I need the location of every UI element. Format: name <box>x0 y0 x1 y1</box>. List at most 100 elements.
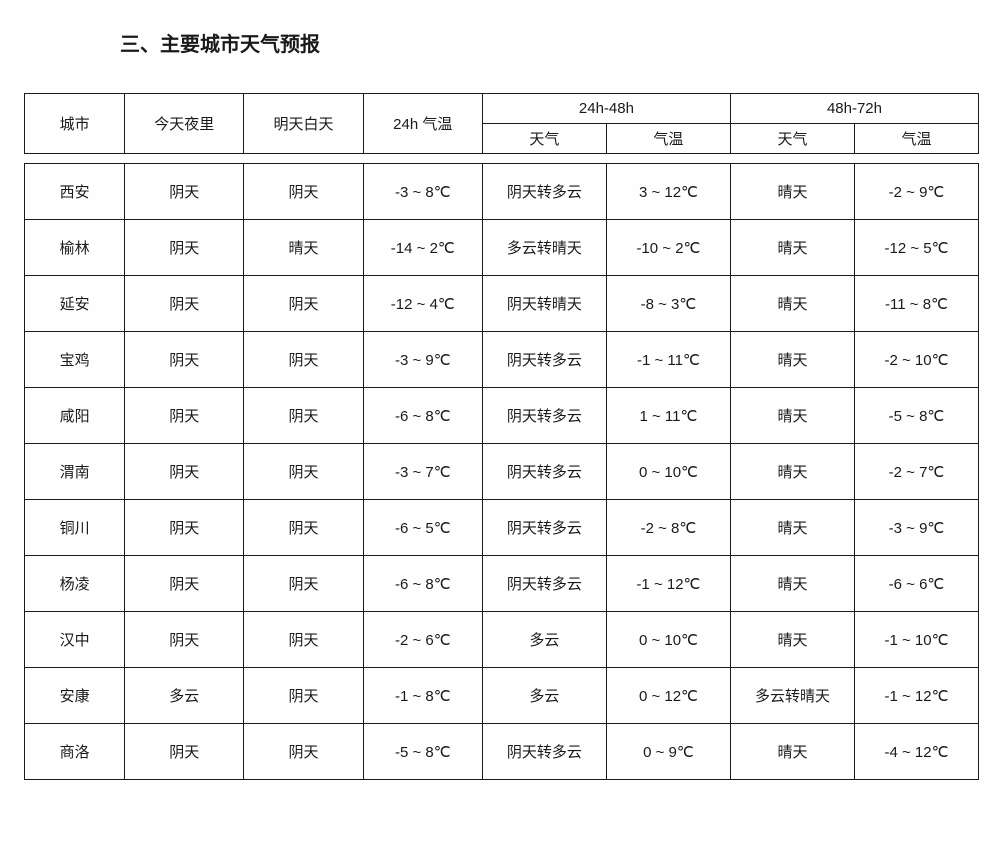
cell-weather-72h: 晴天 <box>730 724 854 780</box>
cell-city: 渭南 <box>25 444 125 500</box>
cell-temp24h: -3 ~ 9℃ <box>363 332 482 388</box>
header-weather-48h: 天气 <box>482 124 606 154</box>
cell-temp-48h: -2 ~ 8℃ <box>606 500 730 556</box>
cell-temp-72h: -1 ~ 12℃ <box>854 668 978 724</box>
cell-tomorrow: 阴天 <box>244 164 363 220</box>
cell-tonight: 阴天 <box>125 556 244 612</box>
header-tonight: 今天夜里 <box>125 94 244 154</box>
cell-temp24h: -12 ~ 4℃ <box>363 276 482 332</box>
cell-temp-48h: 0 ~ 9℃ <box>606 724 730 780</box>
cell-tomorrow: 阴天 <box>244 276 363 332</box>
cell-tomorrow: 阴天 <box>244 724 363 780</box>
header-weather-72h: 天气 <box>730 124 854 154</box>
cell-weather-48h: 阴天转晴天 <box>482 276 606 332</box>
table-row: 商洛阴天阴天-5 ~ 8℃阴天转多云0 ~ 9℃晴天-4 ~ 12℃ <box>25 724 979 780</box>
cell-tomorrow: 晴天 <box>244 220 363 276</box>
cell-city: 榆林 <box>25 220 125 276</box>
cell-temp-72h: -2 ~ 10℃ <box>854 332 978 388</box>
cell-city: 汉中 <box>25 612 125 668</box>
cell-tonight: 阴天 <box>125 332 244 388</box>
cell-temp-72h: -4 ~ 12℃ <box>854 724 978 780</box>
cell-temp24h: -14 ~ 2℃ <box>363 220 482 276</box>
header-body-gap <box>25 154 979 164</box>
cell-weather-72h: 晴天 <box>730 332 854 388</box>
cell-tonight: 阴天 <box>125 444 244 500</box>
table-row: 延安阴天阴天-12 ~ 4℃阴天转晴天-8 ~ 3℃晴天-11 ~ 8℃ <box>25 276 979 332</box>
cell-weather-72h: 晴天 <box>730 500 854 556</box>
cell-city: 商洛 <box>25 724 125 780</box>
cell-temp-72h: -6 ~ 6℃ <box>854 556 978 612</box>
cell-weather-48h: 多云转晴天 <box>482 220 606 276</box>
cell-weather-72h: 晴天 <box>730 220 854 276</box>
cell-tomorrow: 阴天 <box>244 388 363 444</box>
cell-city: 延安 <box>25 276 125 332</box>
table-row: 咸阳阴天阴天-6 ~ 8℃阴天转多云1 ~ 11℃晴天-5 ~ 8℃ <box>25 388 979 444</box>
header-group-48h: 24h-48h <box>482 94 730 124</box>
cell-temp24h: -6 ~ 8℃ <box>363 556 482 612</box>
table-row: 宝鸡阴天阴天-3 ~ 9℃阴天转多云-1 ~ 11℃晴天-2 ~ 10℃ <box>25 332 979 388</box>
cell-weather-48h: 阴天转多云 <box>482 164 606 220</box>
cell-temp-48h: 1 ~ 11℃ <box>606 388 730 444</box>
table-row: 西安阴天阴天-3 ~ 8℃阴天转多云3 ~ 12℃晴天-2 ~ 9℃ <box>25 164 979 220</box>
cell-temp24h: -6 ~ 5℃ <box>363 500 482 556</box>
cell-weather-48h: 阴天转多云 <box>482 556 606 612</box>
cell-tonight: 阴天 <box>125 164 244 220</box>
cell-temp-48h: 0 ~ 12℃ <box>606 668 730 724</box>
cell-tonight: 阴天 <box>125 612 244 668</box>
table-header: 城市 今天夜里 明天白天 24h 气温 24h-48h 48h-72h 天气 气… <box>25 94 979 154</box>
header-temp-48h: 气温 <box>606 124 730 154</box>
cell-weather-48h: 阴天转多云 <box>482 500 606 556</box>
cell-weather-48h: 阴天转多云 <box>482 388 606 444</box>
cell-weather-72h: 晴天 <box>730 388 854 444</box>
cell-weather-48h: 多云 <box>482 612 606 668</box>
table-row: 杨凌阴天阴天-6 ~ 8℃阴天转多云-1 ~ 12℃晴天-6 ~ 6℃ <box>25 556 979 612</box>
header-city: 城市 <box>25 94 125 154</box>
cell-weather-48h: 阴天转多云 <box>482 332 606 388</box>
cell-weather-48h: 阴天转多云 <box>482 724 606 780</box>
cell-temp-72h: -5 ~ 8℃ <box>854 388 978 444</box>
cell-temp-48h: 0 ~ 10℃ <box>606 612 730 668</box>
cell-weather-72h: 晴天 <box>730 444 854 500</box>
cell-temp24h: -3 ~ 7℃ <box>363 444 482 500</box>
cell-tomorrow: 阴天 <box>244 556 363 612</box>
cell-city: 杨凌 <box>25 556 125 612</box>
cell-city: 咸阳 <box>25 388 125 444</box>
cell-temp-72h: -11 ~ 8℃ <box>854 276 978 332</box>
cell-city: 铜川 <box>25 500 125 556</box>
cell-tonight: 阴天 <box>125 724 244 780</box>
cell-weather-72h: 多云转晴天 <box>730 668 854 724</box>
cell-tomorrow: 阴天 <box>244 332 363 388</box>
header-tomorrow: 明天白天 <box>244 94 363 154</box>
cell-tonight: 阴天 <box>125 220 244 276</box>
cell-weather-72h: 晴天 <box>730 164 854 220</box>
cell-temp24h: -3 ~ 8℃ <box>363 164 482 220</box>
table-row: 榆林阴天晴天-14 ~ 2℃多云转晴天-10 ~ 2℃晴天-12 ~ 5℃ <box>25 220 979 276</box>
cell-weather-72h: 晴天 <box>730 556 854 612</box>
cell-tomorrow: 阴天 <box>244 444 363 500</box>
cell-tomorrow: 阴天 <box>244 612 363 668</box>
cell-temp24h: -2 ~ 6℃ <box>363 612 482 668</box>
table-row: 汉中阴天阴天-2 ~ 6℃多云0 ~ 10℃晴天-1 ~ 10℃ <box>25 612 979 668</box>
cell-temp-72h: -3 ~ 9℃ <box>854 500 978 556</box>
table-body: 西安阴天阴天-3 ~ 8℃阴天转多云3 ~ 12℃晴天-2 ~ 9℃榆林阴天晴天… <box>25 154 979 780</box>
cell-temp24h: -6 ~ 8℃ <box>363 388 482 444</box>
cell-temp24h: -1 ~ 8℃ <box>363 668 482 724</box>
cell-city: 宝鸡 <box>25 332 125 388</box>
cell-temp-72h: -2 ~ 9℃ <box>854 164 978 220</box>
header-group-72h: 48h-72h <box>730 94 978 124</box>
cell-city: 安康 <box>25 668 125 724</box>
header-temp-72h: 气温 <box>854 124 978 154</box>
table-row: 铜川阴天阴天-6 ~ 5℃阴天转多云-2 ~ 8℃晴天-3 ~ 9℃ <box>25 500 979 556</box>
cell-tonight: 阴天 <box>125 500 244 556</box>
cell-weather-72h: 晴天 <box>730 276 854 332</box>
cell-temp-48h: -1 ~ 12℃ <box>606 556 730 612</box>
cell-temp-48h: -8 ~ 3℃ <box>606 276 730 332</box>
cell-weather-48h: 多云 <box>482 668 606 724</box>
weather-table-container: 城市 今天夜里 明天白天 24h 气温 24h-48h 48h-72h 天气 气… <box>0 93 1003 780</box>
cell-temp24h: -5 ~ 8℃ <box>363 724 482 780</box>
header-temp24h: 24h 气温 <box>363 94 482 154</box>
cell-temp-48h: -10 ~ 2℃ <box>606 220 730 276</box>
cell-temp-72h: -12 ~ 5℃ <box>854 220 978 276</box>
section-title: 三、主要城市天气预报 <box>120 28 1003 57</box>
cell-temp-48h: 0 ~ 10℃ <box>606 444 730 500</box>
